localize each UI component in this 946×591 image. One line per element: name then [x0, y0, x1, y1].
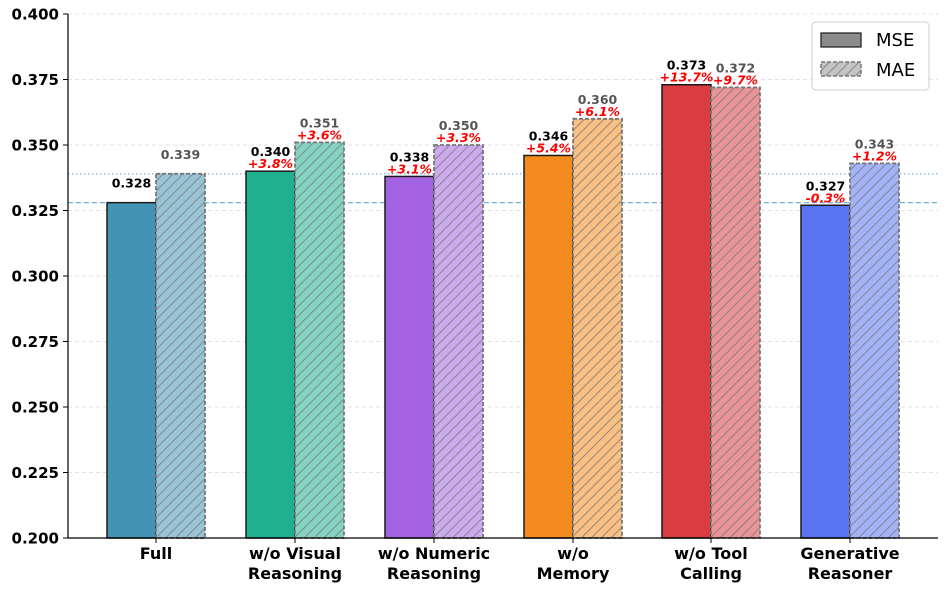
mse-value-label: 0.338	[390, 149, 430, 164]
x-category-label: Generative	[800, 544, 899, 563]
mae-value-label: 0.372	[716, 60, 756, 75]
mae-bar-hatch	[710, 86, 761, 539]
y-tick-label: 0.225	[12, 464, 59, 482]
mse-value-label: 0.328	[112, 176, 152, 191]
mae-value-label: 0.351	[300, 115, 340, 130]
bars	[106, 83, 900, 539]
reference-lines	[68, 173, 938, 204]
mse-bar	[523, 154, 574, 539]
y-tick-label: 0.275	[12, 333, 59, 351]
mae-value-label: 0.343	[855, 136, 895, 151]
mse-value-label: 0.340	[251, 144, 291, 159]
y-tick-label: 0.200	[12, 530, 59, 548]
x-category-label: Reasoning	[387, 564, 481, 583]
mse-bar	[661, 83, 712, 539]
y-tick-label: 0.375	[12, 71, 59, 89]
mae-change-label: +6.1%	[575, 104, 620, 119]
mse-value-label: 0.346	[529, 128, 569, 143]
legend: MSE MAE	[811, 21, 930, 91]
y-tick-label: 0.325	[12, 202, 59, 220]
mae-change-label: +1.2%	[852, 148, 897, 163]
x-category-label: w/o Visual	[249, 544, 341, 563]
mae-bar-hatch	[433, 144, 484, 539]
mae-value-label: 0.339	[161, 147, 201, 162]
mse-change-label: +5.4%	[526, 140, 571, 155]
mse-change-label: -0.3%	[806, 190, 846, 205]
mae-bar-hatch	[572, 117, 623, 539]
mse-change-label: +3.1%	[387, 161, 432, 176]
x-category-label: w/o	[557, 544, 589, 563]
axes: 0.200 0.225 0.250 0.275 0.300 0.325 0.350 0.375…	[12, 6, 938, 583]
mse-change-label: +13.7%	[660, 70, 714, 85]
mae-change-label: +9.7%	[713, 72, 758, 87]
legend-swatch-mae-hatch	[820, 61, 862, 77]
y-tick-label: 0.350	[12, 137, 59, 155]
mae-value-label: 0.360	[578, 92, 618, 107]
legend-label-mse: MSE	[876, 30, 914, 51]
x-category-label: Memory	[537, 564, 610, 583]
y-tick-label: 0.300	[12, 268, 59, 286]
mae-value-label: 0.350	[439, 118, 479, 133]
x-category-label: w/o Numeric	[378, 544, 490, 563]
data-labels: 0.328 0.339 0.340+3.8% 0.351+3.6% 0.338+3.1%…	[112, 58, 897, 206]
x-category-label: Reasoner	[808, 564, 893, 583]
mse-value-label: 0.327	[806, 178, 846, 193]
x-category-label: Reasoning	[248, 564, 342, 583]
mse-value-label: 0.373	[667, 58, 707, 73]
mse-bar	[384, 175, 435, 539]
x-category-label: w/o Tool	[674, 544, 747, 563]
mae-bar-hatch	[849, 162, 900, 539]
x-category-label: Full	[140, 544, 173, 563]
y-tick-label: 0.400	[12, 6, 59, 24]
mse-change-label: +3.8%	[248, 156, 293, 171]
mse-bar	[800, 204, 851, 539]
mae-bar-hatch	[294, 141, 345, 539]
gridlines	[68, 13, 938, 473]
y-tick-label: 0.250	[12, 399, 59, 417]
x-category-label: Calling	[680, 564, 742, 583]
mae-change-label: +3.3%	[436, 130, 481, 145]
mse-bar	[245, 170, 296, 539]
legend-label-mae: MAE	[876, 60, 915, 81]
mae-bar-hatch	[155, 172, 206, 539]
legend-swatch-mse	[820, 32, 862, 48]
mse-bar	[106, 201, 157, 539]
mae-change-label: +3.6%	[297, 127, 342, 142]
